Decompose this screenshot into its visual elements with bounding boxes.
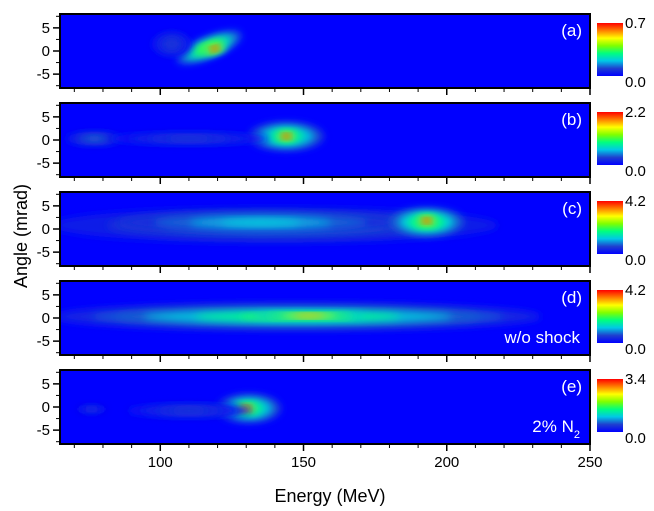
colorbar-gradient [597,290,623,343]
y-tick-label: -5 [37,155,50,172]
colorbar: 0.7 0.0 [597,15,646,91]
colorbar: 4.2 0.0 [597,282,646,358]
y-tick-label: 0 [42,399,50,416]
colorbar-gradient [597,379,623,432]
panel-annotation: 2% N2 [532,417,580,441]
intensity-map [151,31,242,64]
y-tick-label: 0 [42,132,50,149]
y-tick-label: 0 [42,221,50,238]
x-axis: 100 150 200 250 [148,454,603,471]
panel-b: 5 0 -5 (b) 2.2 0.0 [37,102,646,184]
panels-group: 50-5(a) 0.70.050-5(b) 2.20.050-5(c) 4.20.05… [37,13,646,451]
colorbar-max-label: 4.2 [625,193,646,210]
y-axis-title: Angle (mrad) [11,184,31,288]
y-tick-label: 0 [42,43,50,60]
x-axis-title: Energy (MeV) [274,486,385,506]
x-tick-label: 100 [148,454,173,471]
y-tick-label: 5 [42,376,50,393]
y-tick-label: -5 [37,66,50,83]
y-tick-label: 5 [42,198,50,215]
colorbar: 4.2 0.0 [597,193,646,269]
y-tick-label: 5 [42,287,50,304]
colorbar-min-label: 0.0 [625,252,646,269]
colorbar-max-label: 3.4 [625,371,646,388]
intensity-blob [86,407,97,411]
panel-label: (b) [561,110,582,129]
intensity-map [65,122,324,151]
colorbar-max-label: 4.2 [625,282,646,299]
colorbar: 3.4 0.0 [597,371,646,447]
panel-annotation: w/o shock [503,328,580,347]
x-tick-label: 150 [291,454,316,471]
colorbar-min-label: 0.0 [625,341,646,358]
x-tick-label: 200 [434,454,459,471]
panel-label: (a) [561,21,582,40]
x-tick-label: 250 [577,454,602,471]
y-tick-label: 5 [42,109,50,126]
panel-label: (e) [561,377,582,396]
colorbar: 2.2 0.0 [597,104,646,180]
intensity-blob [293,314,326,318]
colorbar-min-label: 0.0 [625,163,646,180]
colorbar-gradient [597,112,623,165]
panel-c: 5 0 -5 (c) 4.2 0.0 [37,191,646,273]
panel-d: 5 0 -5 (d) w/o shock 4.2 0.0 [37,280,646,362]
intensity-blob [171,408,207,413]
intensity-map [74,394,281,423]
intensity-blob [86,136,103,141]
intensity-blob [220,219,301,226]
intensity-map [60,302,542,331]
colorbar-gradient [597,23,623,76]
intensity-blob [423,219,430,223]
y-tick-label: 5 [42,20,50,37]
panel-a: 5 0 -5 (a) 0.7 0.0 [37,13,646,95]
y-tick-label: 0 [42,310,50,327]
colorbar-max-label: 2.2 [625,104,646,121]
colorbar-max-label: 0.7 [625,15,646,32]
y-tick-label: -5 [37,333,50,350]
colorbar-min-label: 0.0 [625,74,646,91]
panel-label: (d) [561,288,582,307]
intensity-blob [166,136,212,141]
intensity-blob [166,40,178,48]
y-tick-label: -5 [37,244,50,261]
intensity-blob [283,134,290,138]
colorbar-min-label: 0.0 [625,430,646,447]
colorbar-gradient [597,201,623,254]
y-tick-label: -5 [37,422,50,439]
intensity-map [60,207,499,243]
panel-label: (c) [562,199,582,218]
intensity-blob [211,47,218,51]
panel-background [60,14,590,88]
panel-e: 5 0 -5 (e) 2% N2 3.4 0.0 [37,369,646,451]
